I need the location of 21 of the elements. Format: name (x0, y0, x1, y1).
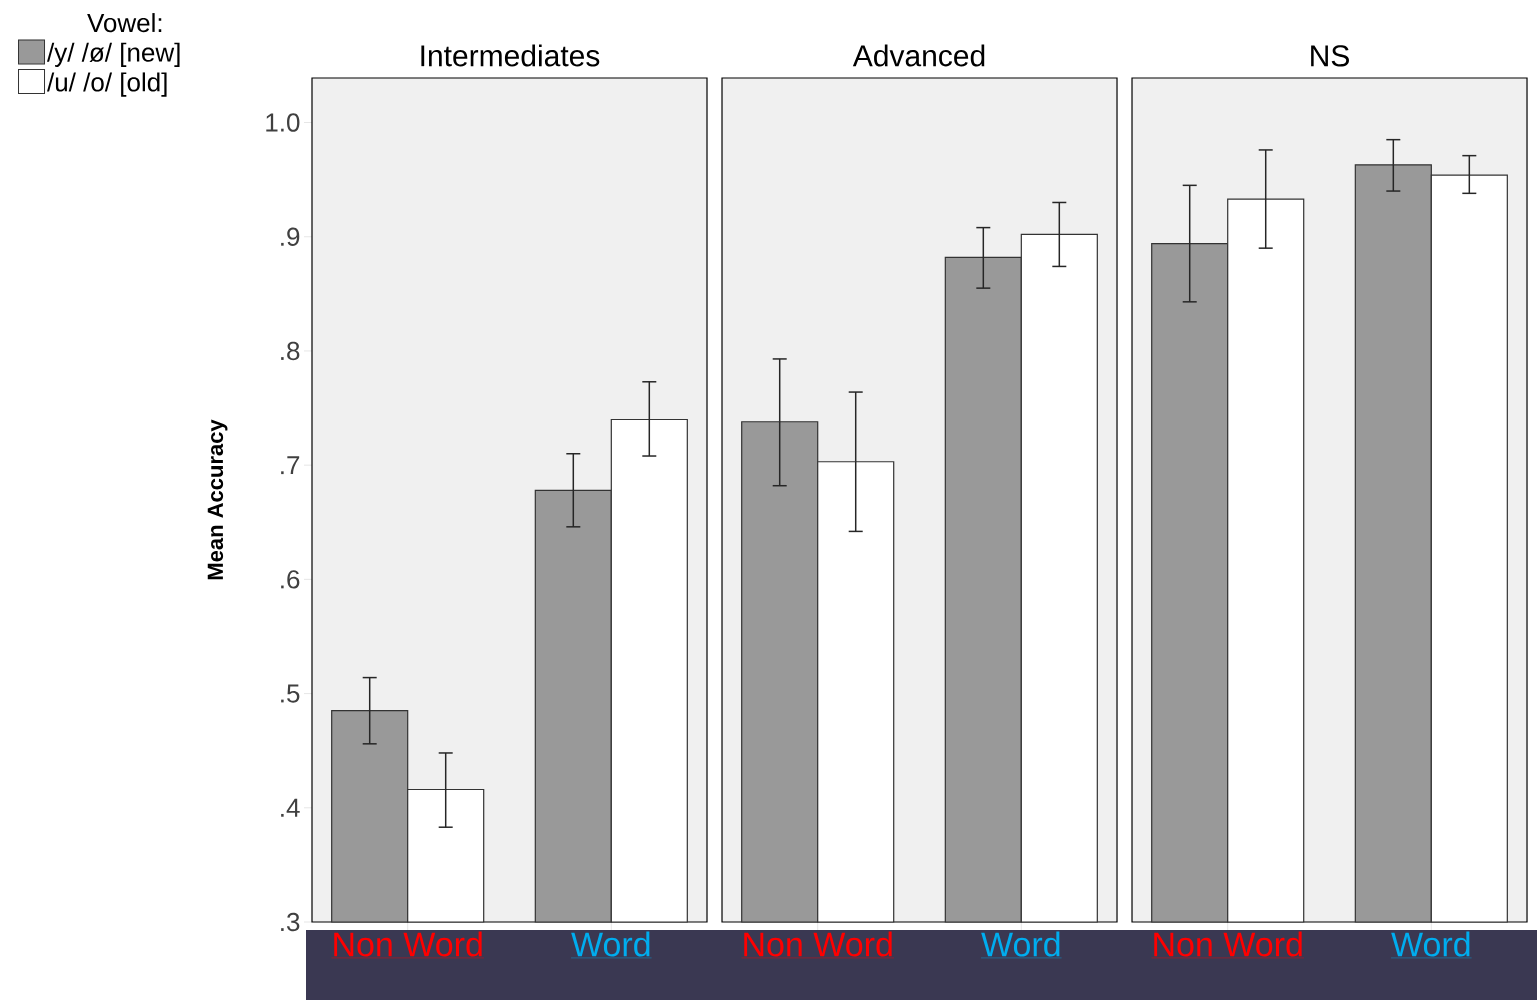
chart-title: Advanced (852, 44, 985, 67)
x-tick-label: Word (571, 931, 650, 957)
y-axis-title: Mean Accuracy (207, 419, 228, 580)
y-tick-label: .9 (281, 227, 300, 246)
chart-title: Intermediates (421, 44, 600, 67)
y-tick-label: .8 (281, 341, 300, 361)
legend-label: /u/ /o/ [old] (47, 72, 167, 97)
y-tick-label: .7 (281, 456, 300, 475)
y-tick-label: .5 (281, 684, 300, 703)
x-tick-label: Word (1391, 931, 1470, 957)
y-tick-label: .3 (281, 912, 300, 932)
y-tick-label: .6 (281, 570, 300, 589)
y-tick-label: 1.0 (266, 113, 300, 132)
x-tick-label: Non Word (334, 931, 482, 957)
legend-title: Vowel: (87, 13, 162, 33)
x-tick-label: Word (981, 931, 1060, 957)
chart-title: NS (1311, 45, 1349, 67)
legend-label: /y/ /ø/ [new] (47, 42, 180, 67)
x-tick-label: Non Word (1154, 931, 1302, 957)
x-tick-label: Non Word (744, 931, 892, 957)
y-tick-label: .4 (281, 798, 300, 817)
